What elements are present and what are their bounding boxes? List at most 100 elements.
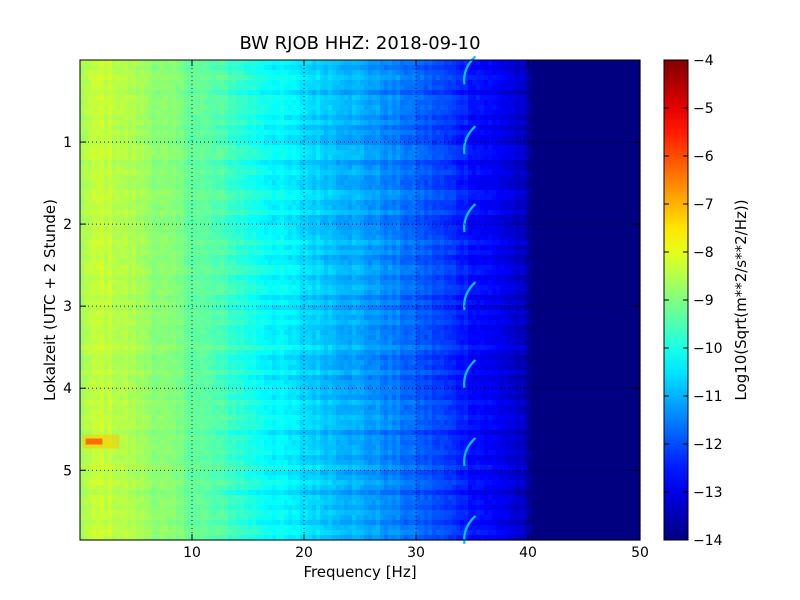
heatmap-cell (376, 205, 381, 211)
heatmap-cell (228, 230, 233, 236)
heatmap-cell (248, 170, 253, 176)
heatmap-cell (132, 130, 137, 136)
heatmap-cell (424, 140, 429, 146)
heatmap-cell (108, 105, 113, 111)
heatmap-cell (468, 185, 473, 191)
heatmap-cell (596, 200, 601, 206)
heatmap-cell (556, 215, 561, 221)
heatmap-cell (400, 90, 405, 96)
heatmap-cell (128, 210, 133, 216)
heatmap-cell (144, 60, 149, 66)
heatmap-cell (476, 85, 481, 91)
heatmap-cell (552, 70, 557, 76)
heatmap-cell (592, 155, 597, 161)
heatmap-cell (476, 95, 481, 101)
heatmap-cell (288, 115, 293, 121)
heatmap-cell (276, 85, 281, 91)
heatmap-cell (248, 225, 253, 231)
heatmap-cell (148, 220, 153, 226)
heatmap-cell (356, 155, 361, 161)
heatmap-cell (584, 175, 589, 181)
heatmap-cell (340, 110, 345, 116)
heatmap-cell (576, 195, 581, 201)
heatmap-cell (196, 85, 201, 91)
heatmap-cell (628, 180, 633, 186)
heatmap-cell (200, 75, 205, 81)
heatmap-cell (152, 200, 157, 206)
heatmap-cell (164, 65, 169, 71)
heatmap-cell (636, 60, 641, 66)
heatmap-cell (472, 130, 477, 136)
heatmap-cell (200, 100, 205, 106)
heatmap-cell (556, 225, 561, 231)
heatmap-cell (544, 225, 549, 231)
heatmap-cell (368, 130, 373, 136)
heatmap-cell (384, 110, 389, 116)
heatmap-cell (172, 125, 177, 131)
heatmap-cell (128, 130, 133, 136)
heatmap-cell (152, 135, 157, 141)
heatmap-cell (520, 205, 525, 211)
heatmap-cell (392, 225, 397, 231)
heatmap-cell (524, 205, 529, 211)
heatmap-cell (636, 165, 641, 171)
heatmap-cell (116, 235, 121, 241)
heatmap-cell (432, 150, 437, 156)
heatmap-cell (512, 110, 517, 116)
heatmap-cell (500, 70, 505, 76)
heatmap-cell (204, 120, 209, 126)
heatmap-cell (544, 120, 549, 126)
heatmap-cell (532, 100, 537, 106)
heatmap-cell (416, 195, 421, 201)
heatmap-cell (104, 60, 109, 66)
heatmap-cell (132, 195, 137, 201)
heatmap-cell (504, 75, 509, 81)
heatmap-cell (504, 190, 509, 196)
heatmap-cell (196, 65, 201, 71)
heatmap-cell (376, 140, 381, 146)
heatmap-cell (224, 90, 229, 96)
heatmap-cell (244, 195, 249, 201)
heatmap-cell (560, 70, 565, 76)
heatmap-cell (452, 215, 457, 221)
heatmap-cell (288, 105, 293, 111)
heatmap-cell (224, 95, 229, 101)
heatmap-cell (260, 230, 265, 236)
heatmap-cell (140, 190, 145, 196)
heatmap-cell (324, 130, 329, 136)
heatmap-cell (88, 150, 93, 156)
heatmap-cell (228, 200, 233, 206)
heatmap-cell (492, 110, 497, 116)
heatmap-cell (496, 90, 501, 96)
heatmap-cell (156, 210, 161, 216)
heatmap-cell (292, 110, 297, 116)
heatmap-cell (372, 180, 377, 186)
heatmap-cell (80, 190, 85, 196)
heatmap-cell (196, 175, 201, 181)
heatmap-cell (80, 125, 85, 131)
heatmap-cell (280, 160, 285, 166)
heatmap-cell (508, 145, 513, 151)
heatmap-cell (608, 175, 613, 181)
heatmap-cell (524, 140, 529, 146)
heatmap-cell (176, 170, 181, 176)
heatmap-cell (524, 155, 529, 161)
heatmap-cell (212, 175, 217, 181)
heatmap-cell (540, 190, 545, 196)
heatmap-cell (168, 165, 173, 171)
heatmap-cell (256, 95, 261, 101)
heatmap-cell (572, 125, 577, 131)
heatmap-cell (604, 95, 609, 101)
heatmap-cell (184, 70, 189, 76)
heatmap-cell (432, 155, 437, 161)
heatmap-cell (440, 185, 445, 191)
heatmap-cell (428, 105, 433, 111)
heatmap-cell (536, 120, 541, 126)
heatmap-cell (416, 105, 421, 111)
heatmap-cell (612, 190, 617, 196)
heatmap-cell (304, 120, 309, 126)
heatmap-cell (300, 205, 305, 211)
heatmap-cell (452, 235, 457, 241)
heatmap-cell (212, 205, 217, 211)
heatmap-cell (416, 200, 421, 206)
